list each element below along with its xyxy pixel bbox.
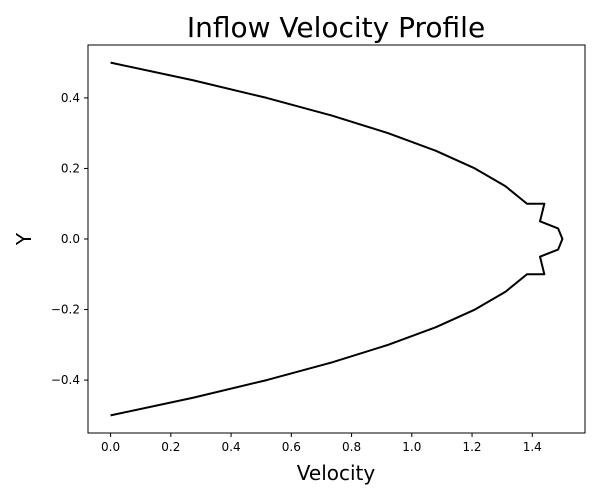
x-tick-label: 1.0 [402,440,421,454]
y-tick-label: 0.4 [61,91,80,105]
plot-area-frame [87,44,586,434]
y-tick-label: 0.2 [61,161,80,175]
y-tick-label: −0.2 [51,303,80,317]
y-axis-title: Y [12,232,36,246]
x-axis-title: Velocity [297,461,376,485]
velocity-profile-line [110,61,564,417]
x-tick-label: 1.2 [462,440,481,454]
y-tick-label: −0.4 [51,373,80,387]
series-layer [110,61,564,417]
x-tick-label: 0.6 [282,440,301,454]
y-axis-ticks: −0.4 −0.2 0.0 0.2 0.4 [51,91,88,387]
y-tick-label: 0.0 [61,232,80,246]
x-tick-label: 0.4 [222,440,241,454]
x-tick-label: 1.4 [523,440,542,454]
x-axis-ticks: 0.0 0.2 0.4 0.6 0.8 1.0 1.2 1.4 [101,433,542,454]
x-tick-label: 0.2 [161,440,180,454]
x-tick-label: 0.0 [101,440,120,454]
x-tick-label: 0.8 [342,440,361,454]
chart-title: Inflow Velocity Profile [187,11,485,44]
